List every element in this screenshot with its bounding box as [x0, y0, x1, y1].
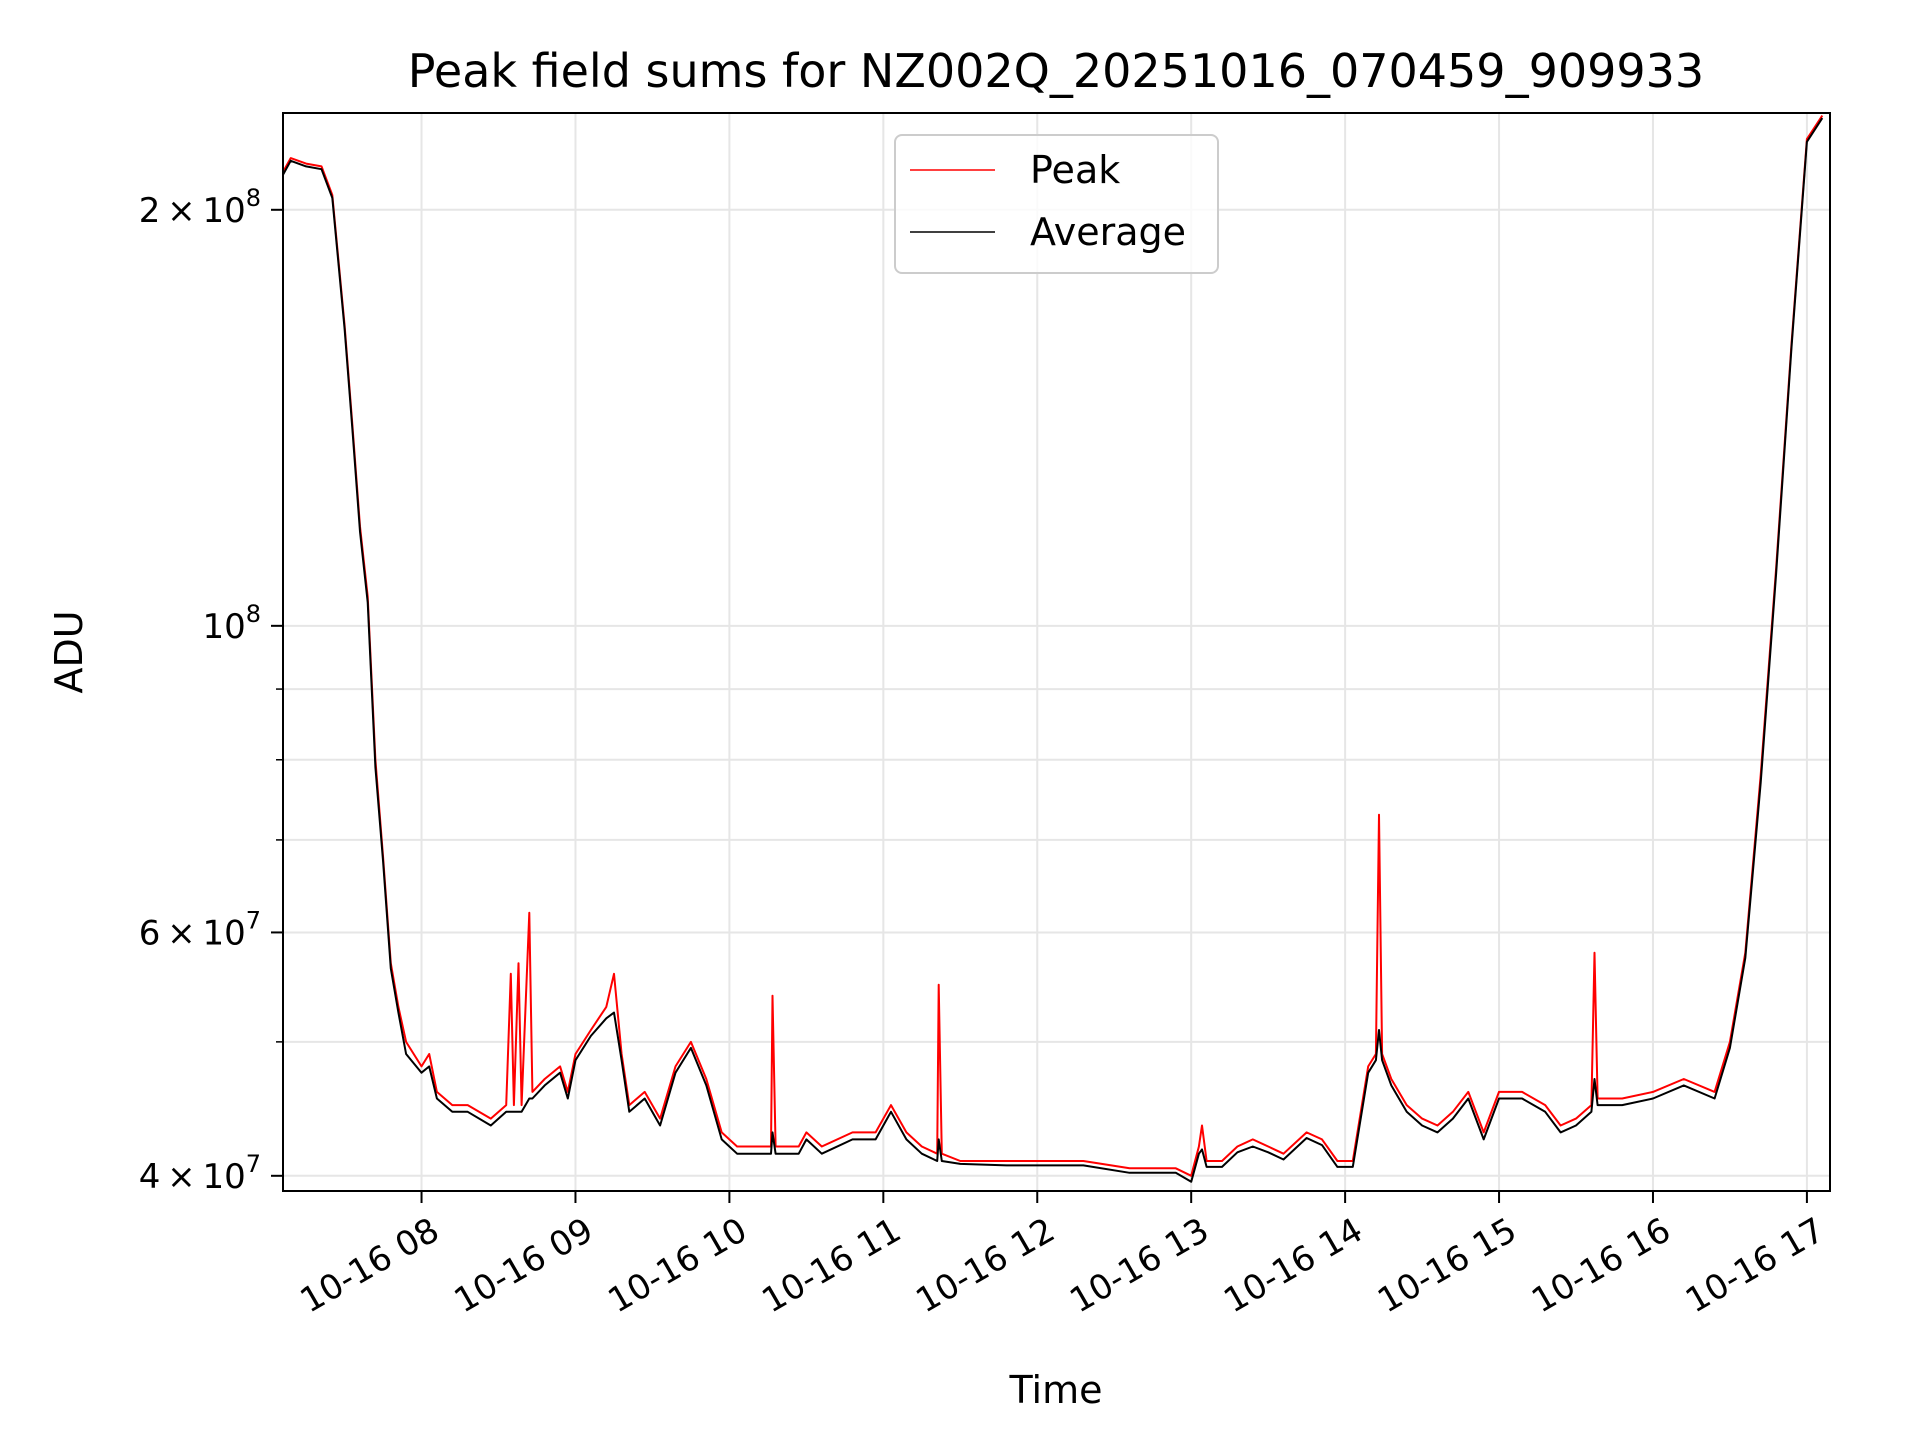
legend-label-peak: Peak: [1030, 148, 1120, 192]
series-line-average: [282, 117, 1824, 1183]
chart-title: Peak field sums for NZ002Q_20251016_0704…: [408, 44, 1704, 98]
y-tick-label: 108: [202, 600, 261, 647]
legend: Peak Average: [894, 134, 1219, 274]
y-axis-label: ADU: [47, 610, 91, 693]
grid-lines: [283, 113, 1830, 1191]
y-tick-label: 6 × 107: [139, 906, 261, 953]
y-tick-label: 2 × 108: [139, 184, 261, 231]
plot-frame: [282, 112, 1831, 1192]
x-axis-label: Time: [1009, 1368, 1103, 1412]
series-lines: [282, 115, 1824, 1183]
legend-label-average: Average: [1030, 210, 1186, 254]
y-tick-label: 4 × 107: [139, 1150, 261, 1197]
series-line-peak: [282, 115, 1824, 1177]
